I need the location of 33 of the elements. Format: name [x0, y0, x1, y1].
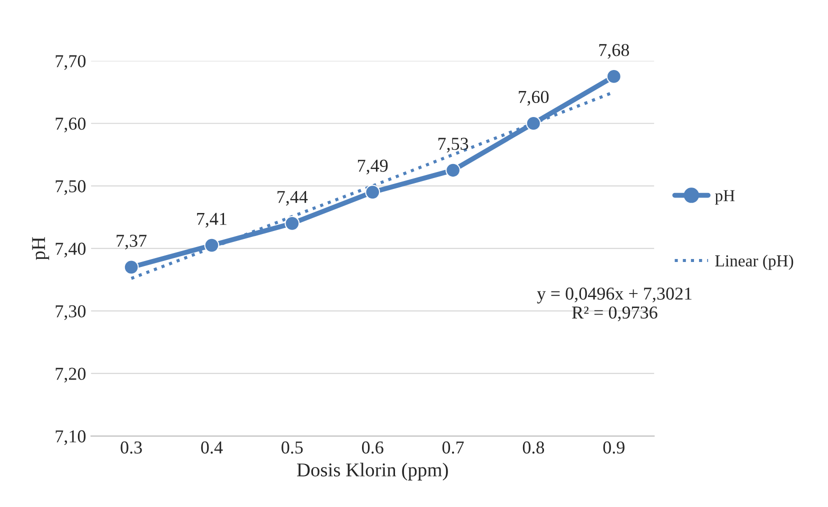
y-tick-label: 7,70 [56, 55, 86, 70]
y-axis-title: pH [32, 237, 50, 260]
data-label: 7,41 [197, 212, 226, 228]
point [526, 116, 541, 131]
data-label: 7,60 [518, 90, 549, 106]
point [446, 162, 460, 178]
x-tick-label: 0.3 [120, 441, 142, 454]
x-tick-label: 0.4 [201, 441, 223, 454]
y-tick-label: 7,30 [56, 305, 86, 320]
x-tick-label: 0.7 [442, 441, 464, 454]
x-axis-title: Dosis Klorin (ppm) [297, 462, 448, 480]
y-tick-label: 7,10 [56, 430, 86, 446]
data-label: 7,53 [438, 138, 468, 153]
x-tick-label: 0.9 [603, 441, 624, 454]
y-tick-label: 7,40 [56, 242, 86, 258]
data-label: 7,37 [116, 234, 147, 250]
data-label: 7,68 [599, 44, 630, 59]
legend-label: Linear (pH) [715, 254, 794, 270]
y-tick-label: 7,60 [56, 118, 86, 132]
annotation: y = 0,0496x + 7,3021 R² = 0,9736 [537, 288, 692, 322]
y-tick-label: 7,50 [56, 180, 86, 195]
data-label: 7,44 [278, 191, 308, 206]
x-tick-label: 0.8 [522, 441, 544, 454]
point [124, 260, 139, 275]
point [365, 184, 380, 200]
data-label: 7,49 [358, 160, 388, 174]
y-tick-label: 7,20 [56, 368, 86, 383]
legend-label: pH [715, 190, 735, 205]
point [606, 69, 622, 84]
x-tick-label: 0.6 [362, 441, 384, 454]
point [284, 216, 300, 231]
x-tick-label: 0.5 [282, 441, 303, 454]
point [204, 238, 220, 253]
